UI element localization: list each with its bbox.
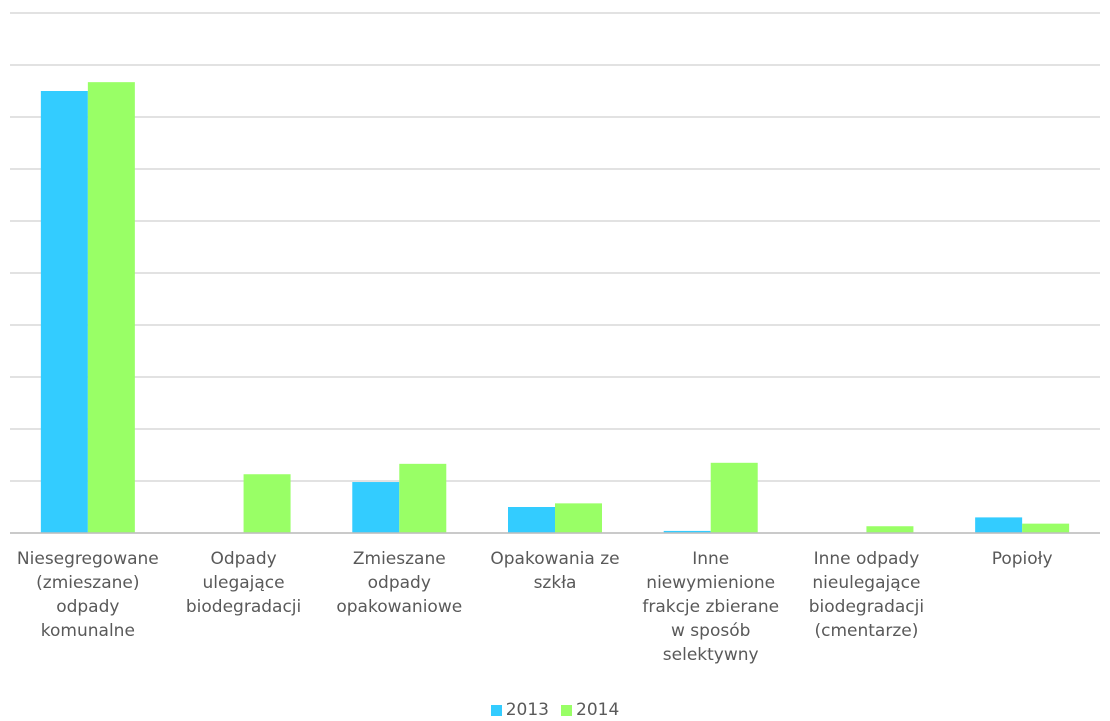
gridlines <box>10 12 1100 534</box>
bar-2014-0 <box>87 82 135 533</box>
bar-2014-1 <box>243 474 291 533</box>
legend-label: 2014 <box>576 700 620 720</box>
category-label: Niesegregowane (zmieszane) odpady komuna… <box>16 549 159 641</box>
legend-swatch <box>561 704 572 716</box>
category-label: Odpady ulegające biodegradacji <box>185 549 302 617</box>
legend-item-2014: 2014 <box>561 700 619 720</box>
bar-2014-6 <box>1022 523 1070 533</box>
bar-2013-2 <box>352 482 400 533</box>
bar-2013-3 <box>508 507 555 533</box>
bar-2013-6 <box>975 517 1023 533</box>
category-label: Popioły <box>991 549 1053 569</box>
bars <box>40 82 1070 533</box>
legend-item-2013: 2013 <box>490 700 549 720</box>
bar-2013-4 <box>663 530 711 533</box>
category-label: Zmieszane odpady opakowaniowe <box>336 549 463 617</box>
bar-2014-5 <box>866 526 914 533</box>
bar-2014-3 <box>555 503 602 533</box>
bar-2014-4 <box>710 462 758 533</box>
bar-2013-0 <box>40 91 88 533</box>
category-label: Inne odpady nieulegające biodegradacji (… <box>808 549 925 641</box>
legend-label: 2013 <box>505 700 549 720</box>
legend-swatch <box>490 704 502 716</box>
category-label: Inne niewymienione frakcje zbierane w sp… <box>642 549 780 665</box>
bar-2014-2 <box>399 463 447 533</box>
category-label: Opakowania ze szkła <box>490 549 620 593</box>
legend: 2013 2014 <box>0 700 1110 721</box>
